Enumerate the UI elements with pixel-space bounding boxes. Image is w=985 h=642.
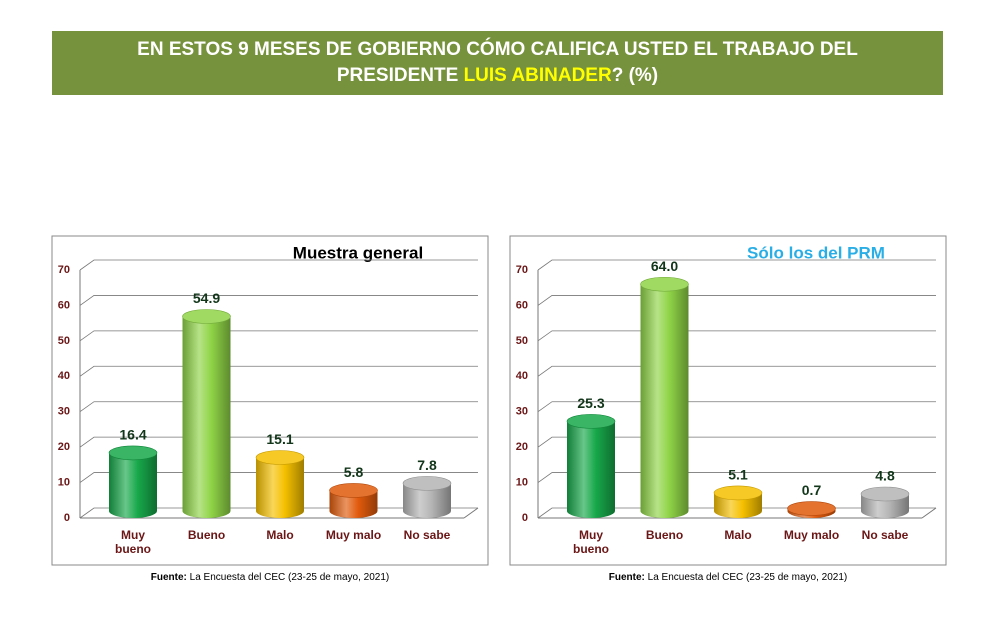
source-label: Fuente: (609, 572, 645, 583)
grid-line (79, 436, 478, 448)
bar-top (713, 485, 763, 501)
source: Fuente: La Encuesta del CEC (23-25 de ma… (151, 572, 389, 583)
bar-top (329, 483, 378, 498)
value-label: 15.1 (266, 431, 293, 447)
grid-line (537, 436, 936, 448)
x-tick-label: Muy malo (783, 528, 840, 542)
grid-line (79, 295, 478, 306)
y-tick-label: 30 (516, 406, 528, 418)
bar-top (640, 276, 689, 292)
y-tick-label: 10 (58, 476, 70, 488)
chart-title: Sólo los del PRM (747, 243, 885, 262)
header: EN ESTOS 9 MESES DE GOBIERNO CÓMO CALIFI… (52, 31, 943, 95)
grid-line (537, 401, 936, 413)
bar (256, 457, 304, 518)
bar (403, 483, 451, 518)
bar (329, 490, 378, 518)
grid-line (79, 259, 478, 271)
x-tick-label: Muy malo (325, 528, 382, 542)
x-tick-label: No sabe (861, 528, 909, 542)
value-label: 0.7 (802, 482, 822, 498)
value-label: 5.8 (344, 464, 364, 480)
floor-edge (463, 507, 479, 519)
bar (109, 452, 157, 518)
bar-top (108, 445, 158, 461)
title-text: EN ESTOS 9 MESES DE GOBIERNO CÓMO CALIFI… (92, 37, 903, 89)
title-part: ? (%) (611, 65, 659, 86)
title-part: EN ESTOS 9 MESES DE GOBIERNO CÓMO CALIFI… (137, 39, 858, 86)
y-tick-label: 30 (58, 406, 70, 418)
x-tick-label: Bueno (187, 528, 226, 542)
y-tick-label: 60 (58, 299, 70, 311)
grid-line (537, 365, 936, 377)
bar (567, 421, 615, 518)
x-tick-label: No sabe (403, 528, 451, 542)
y-tick-label: 0 (64, 512, 70, 524)
bar-top (402, 476, 452, 491)
value-label: 4.8 (875, 468, 895, 484)
bar-top (566, 414, 616, 429)
x-tick-label: Malo (724, 528, 752, 542)
value-label: 54.9 (193, 290, 220, 306)
source-text: La Encuesta del CEC (23-25 de mayo, 2021… (645, 572, 847, 583)
y-tick-label: 70 (58, 264, 70, 276)
bar-top (182, 309, 231, 324)
grid-line (537, 330, 936, 342)
grid-line (79, 472, 478, 483)
bar-top (787, 501, 836, 516)
y-tick-label: 70 (516, 264, 528, 276)
x-tick-label: Muy bueno (573, 528, 609, 556)
grid-line (79, 365, 478, 377)
y-tick-label: 20 (516, 441, 528, 453)
grid-line (537, 472, 936, 483)
value-label: 7.8 (417, 457, 437, 473)
value-label: 5.1 (728, 467, 748, 483)
value-label: 16.4 (119, 427, 146, 443)
y-tick-label: 50 (58, 335, 70, 347)
bar (640, 284, 689, 518)
bar-top (255, 450, 305, 465)
value-label: 25.3 (577, 395, 604, 411)
x-tick-label: Bueno (645, 528, 684, 542)
bar-top (860, 486, 910, 502)
y-tick-label: 40 (516, 370, 528, 382)
floor-edge (921, 507, 937, 519)
source-text: La Encuesta del CEC (23-25 de mayo, 2021… (187, 572, 389, 583)
y-tick-label: 0 (522, 512, 528, 524)
value-label: 64.0 (651, 258, 678, 274)
y-tick-label: 20 (58, 441, 70, 453)
grid-line (79, 401, 478, 413)
grid-line (79, 330, 478, 342)
chart-title: Muestra general (293, 243, 423, 262)
y-tick-label: 50 (516, 335, 528, 347)
grid-line (537, 259, 936, 271)
source-label: Fuente: (151, 572, 187, 583)
y-tick-label: 40 (58, 370, 70, 382)
grid-line (537, 295, 936, 306)
x-tick-label: Malo (266, 528, 294, 542)
bar (182, 316, 231, 518)
source: Fuente: La Encuesta del CEC (23-25 de ma… (609, 572, 847, 583)
y-tick-label: 10 (516, 476, 528, 488)
y-tick-label: 60 (516, 299, 528, 311)
x-tick-label: Muy bueno (115, 528, 151, 556)
title-highlight: LUIS ABINADER (463, 65, 612, 86)
